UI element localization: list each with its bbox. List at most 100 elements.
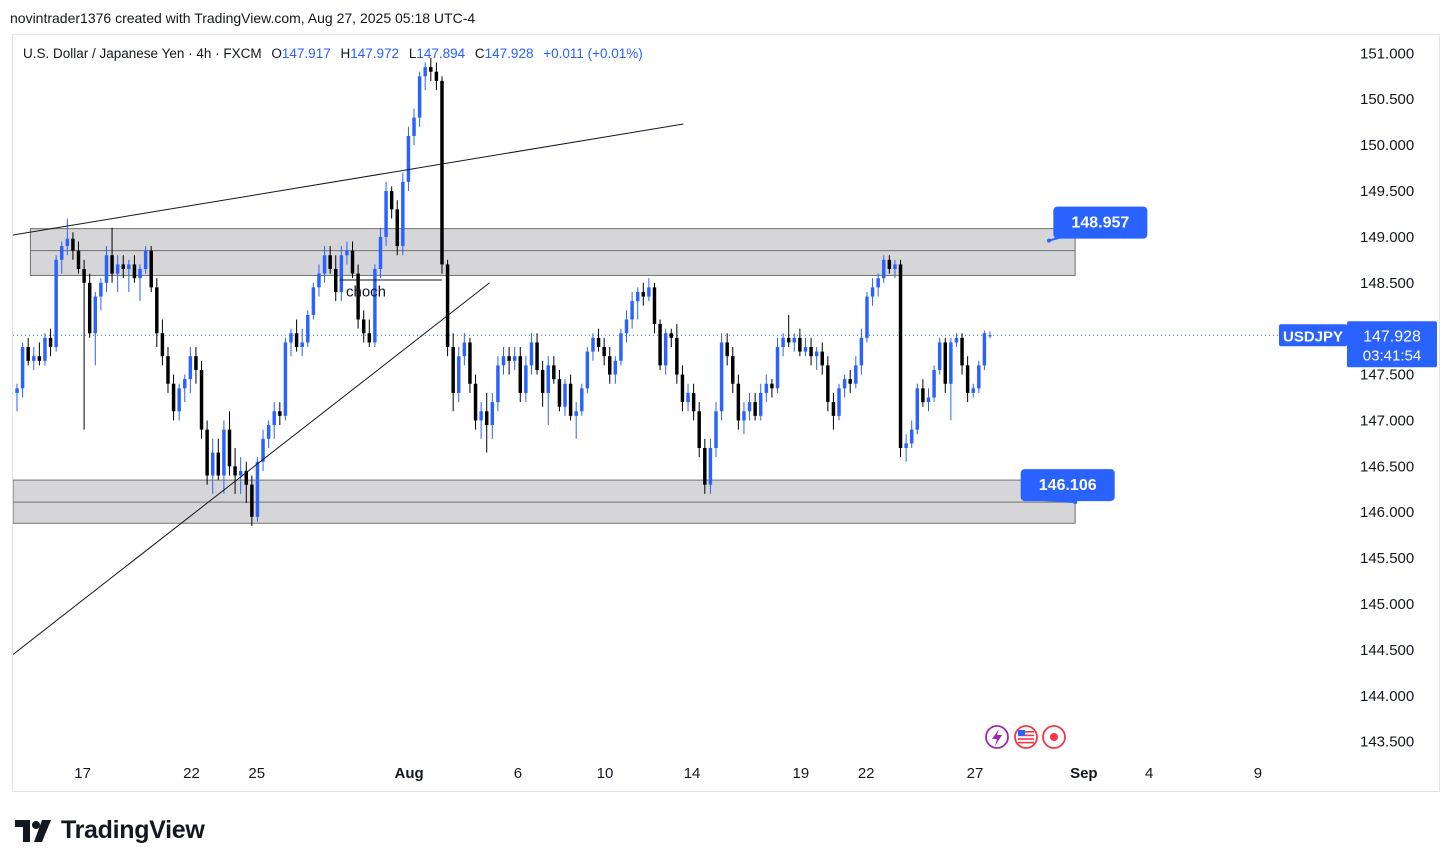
- candle: [272, 402, 276, 439]
- candle-body: [177, 388, 181, 412]
- candle: [669, 328, 673, 348]
- candle-body: [261, 438, 265, 462]
- candle-body: [54, 259, 58, 348]
- candle-body: [238, 470, 243, 476]
- candle-body: [99, 282, 103, 297]
- candle: [300, 328, 304, 357]
- candle-body: [686, 392, 690, 403]
- candle: [764, 374, 769, 403]
- candle-body: [311, 287, 316, 315]
- candle: [837, 383, 841, 421]
- candle-body: [43, 337, 47, 361]
- candle: [15, 383, 19, 412]
- candle: [20, 342, 25, 398]
- candle: [99, 278, 103, 311]
- chart-caption: novintrader1376 created with TradingView…: [10, 10, 476, 26]
- candle: [322, 246, 327, 283]
- symbol-label-box: [1279, 324, 1347, 347]
- candle-body: [529, 342, 534, 366]
- candle: [294, 319, 299, 352]
- y-tick-label: 144.500: [1360, 642, 1414, 659]
- candle: [199, 360, 204, 439]
- candle: [82, 259, 86, 430]
- candle-body: [932, 369, 936, 398]
- candle-body: [591, 337, 595, 352]
- candle: [708, 438, 713, 494]
- candle-body: [809, 347, 813, 357]
- candle-body: [227, 429, 232, 467]
- candle-body: [870, 287, 875, 297]
- tradingview-logo-icon: [15, 819, 51, 842]
- candle-body: [764, 383, 769, 393]
- candle: [954, 333, 959, 348]
- x-tick-label: 6: [514, 765, 522, 782]
- candle-body: [143, 250, 148, 270]
- candle: [820, 342, 824, 375]
- candle: [93, 291, 98, 366]
- candle-body: [501, 356, 506, 366]
- candle: [585, 347, 590, 393]
- candle: [37, 342, 42, 366]
- candle-body: [417, 76, 422, 118]
- candle: [177, 383, 181, 421]
- candle-body: [132, 264, 137, 279]
- candle: [205, 420, 209, 485]
- candle: [115, 255, 120, 292]
- candle-body: [826, 365, 830, 403]
- candle-body: [552, 365, 556, 380]
- candle-body: [82, 269, 86, 283]
- candle-body: [20, 347, 25, 389]
- candle: [110, 227, 114, 283]
- y-tick-label: 146.500: [1360, 458, 1414, 475]
- candle: [155, 278, 159, 348]
- candle: [512, 347, 517, 370]
- candle-body: [937, 342, 942, 370]
- candle: [266, 420, 271, 448]
- candle-body: [814, 351, 819, 357]
- candle: [535, 333, 539, 375]
- legend-high-label: H: [340, 46, 351, 61]
- candle: [87, 273, 92, 338]
- candle-body: [334, 269, 338, 292]
- candle-body: [697, 411, 701, 448]
- candle: [250, 475, 254, 526]
- candle: [356, 264, 360, 329]
- candle-body: [389, 191, 394, 210]
- candle: [227, 411, 232, 476]
- candle-body: [540, 369, 545, 393]
- candle-body: [647, 287, 651, 297]
- candle: [138, 264, 142, 302]
- lightning-icon: [985, 725, 1009, 749]
- callout-anchor-0: [1047, 238, 1051, 243]
- candle: [898, 259, 903, 458]
- candle: [960, 333, 964, 375]
- candle: [518, 347, 523, 403]
- candle-body: [887, 259, 892, 270]
- candle: [524, 356, 528, 403]
- candle: [831, 392, 836, 430]
- candle-body: [266, 425, 271, 439]
- candle: [328, 246, 332, 274]
- candle-body: [641, 291, 646, 297]
- candle: [921, 379, 925, 407]
- candle: [43, 333, 47, 366]
- candle: [680, 365, 685, 412]
- candle: [311, 282, 316, 320]
- callout-box-0: [1053, 206, 1148, 239]
- candle-body: [518, 356, 523, 393]
- candle-body: [982, 333, 987, 366]
- tradingview-logo[interactable]: TradingView: [15, 816, 205, 845]
- candle: [188, 347, 193, 393]
- candle-body: [155, 287, 159, 334]
- candle-body: [949, 342, 953, 384]
- candle-body: [680, 374, 685, 403]
- candle: [484, 392, 489, 453]
- candle-body: [345, 250, 349, 256]
- candle: [619, 328, 623, 366]
- candle-body: [613, 360, 618, 375]
- candle-body: [121, 264, 125, 270]
- candle-body: [37, 356, 42, 361]
- candle: [736, 374, 741, 430]
- candle-body: [753, 402, 757, 416]
